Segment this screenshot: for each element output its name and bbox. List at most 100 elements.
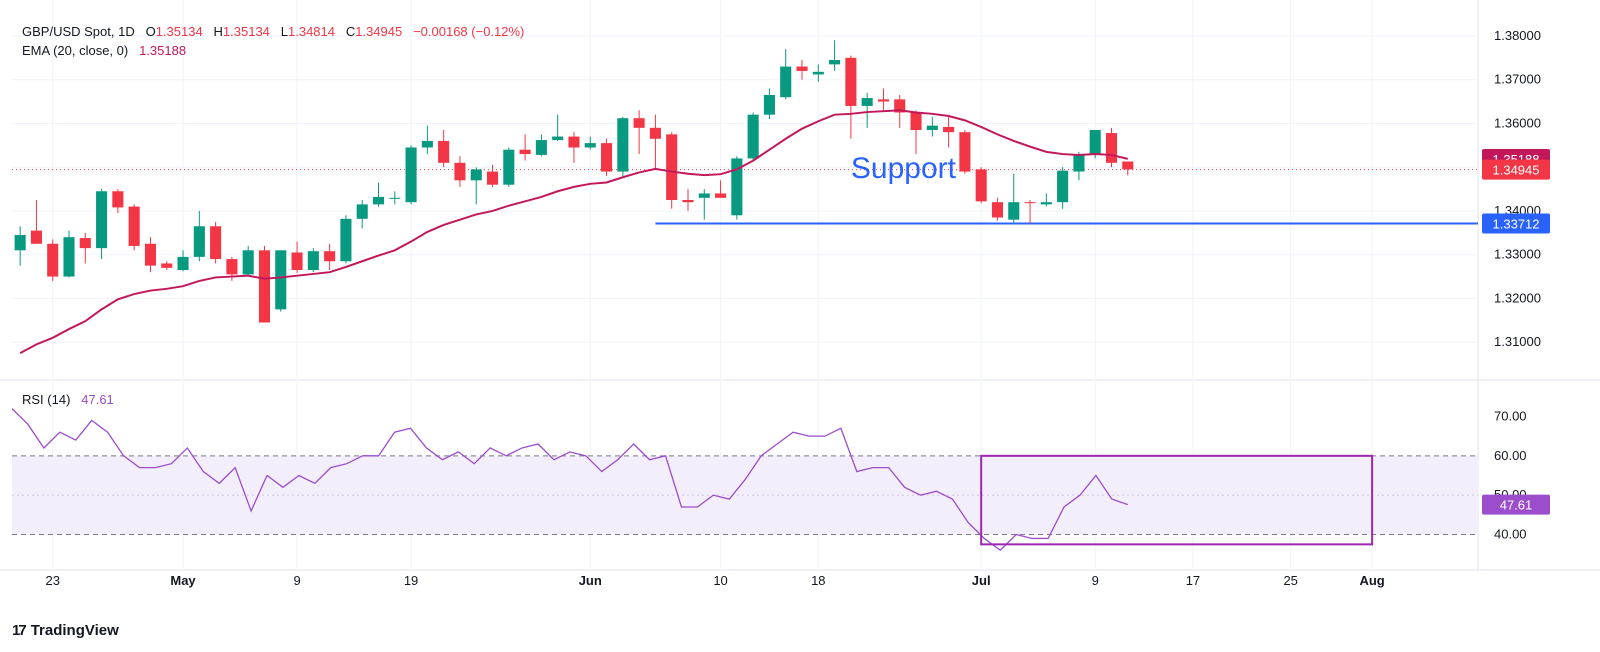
candle	[975, 167, 987, 204]
candle-body	[30, 230, 42, 244]
candle	[1122, 161, 1134, 176]
candle	[47, 239, 59, 281]
candle-body	[861, 98, 873, 106]
candle-body	[291, 252, 303, 270]
time-tick-label: 18	[811, 573, 825, 588]
ema-line	[19, 109, 1129, 355]
price-pane: Support	[12, 40, 1478, 355]
candle-body	[307, 251, 319, 270]
candle-body	[633, 118, 645, 128]
candle-body	[959, 132, 971, 172]
candle-body	[1024, 202, 1036, 204]
candle-body	[193, 226, 205, 257]
ema-legend: EMA (20, close, 0) 1.35188	[22, 43, 186, 58]
candle	[894, 95, 906, 128]
candle-body	[601, 143, 613, 172]
price-tick-label: 1.37000	[1494, 72, 1541, 87]
candle-body	[405, 147, 417, 203]
change-value: −0.00168 (−0.12%)	[413, 24, 525, 39]
candle	[633, 110, 645, 155]
candle-body	[845, 57, 857, 106]
candle-body	[812, 71, 824, 75]
time-tick-label: 10	[713, 573, 727, 588]
time-tick-label: 25	[1283, 573, 1297, 588]
candle-body	[1122, 161, 1134, 170]
low-value: 1.34814	[288, 24, 335, 39]
candle-body	[682, 200, 694, 203]
candle-body	[763, 95, 775, 115]
close-price-badge: 1.34945	[1493, 163, 1540, 178]
candle	[30, 200, 42, 244]
candle-body	[715, 193, 727, 198]
candle	[177, 250, 189, 272]
candle-body	[112, 191, 124, 208]
candle-body	[177, 256, 189, 270]
candle	[649, 114, 661, 170]
low-label: L	[280, 24, 288, 39]
ema-value: 1.35188	[139, 43, 187, 58]
time-tick-label: Aug	[1359, 573, 1384, 588]
close-value: 1.34945	[355, 24, 403, 39]
axes: 1.380001.370001.360001.350001.340001.330…	[45, 28, 1550, 588]
candle	[1073, 151, 1085, 181]
candle-body	[47, 243, 59, 277]
candle	[275, 250, 287, 312]
candle	[405, 145, 417, 205]
candle	[340, 215, 352, 264]
rsi-legend: RSI (14) 47.61	[22, 392, 114, 407]
candle-body	[356, 204, 368, 219]
candle	[112, 189, 124, 214]
open-value: 1.35134	[155, 24, 203, 39]
candle	[454, 156, 466, 187]
candle	[552, 114, 564, 141]
candle-body	[258, 250, 271, 323]
candle	[926, 116, 938, 137]
candle	[372, 182, 385, 207]
candle	[715, 180, 727, 198]
candle-body	[226, 259, 238, 275]
candle-body	[421, 140, 433, 148]
candle	[780, 49, 792, 100]
tradingview-logo[interactable]: 17 TradingView	[12, 622, 119, 639]
time-tick-label: Jul	[972, 573, 991, 588]
candle	[503, 147, 515, 187]
candle-body	[926, 125, 938, 130]
candle-body	[161, 263, 173, 268]
candle	[682, 189, 694, 211]
tradingview-logo-icon: 17	[12, 622, 27, 639]
symbol-title: GBP/USD Spot, 1D	[22, 24, 135, 39]
time-tick-label: May	[170, 573, 196, 588]
time-tick-label: 23	[45, 573, 59, 588]
candle-body	[438, 140, 450, 163]
support-annotation: Support	[851, 152, 957, 185]
candle	[584, 136, 596, 150]
candle-body	[503, 149, 515, 185]
candle	[1024, 200, 1036, 224]
candle	[910, 110, 922, 155]
rsi-highlight-box	[980, 454, 1374, 546]
candle	[829, 40, 841, 71]
rsi-badge-bg	[1482, 494, 1550, 515]
candle-body	[731, 158, 743, 216]
open-label: O	[145, 24, 156, 39]
candle	[96, 189, 108, 260]
candle	[535, 134, 547, 157]
candle-body	[454, 162, 466, 181]
close-price-badge-bg	[1482, 159, 1550, 180]
support-price-badge: 1.33712	[1493, 217, 1540, 232]
candle-body	[780, 66, 792, 98]
rsi-value: 47.61	[81, 392, 114, 407]
candle	[698, 189, 710, 220]
rsi-value-badge: 47.61	[1500, 498, 1533, 513]
candle-body	[63, 237, 75, 277]
candle-body	[698, 193, 710, 198]
support-price-badge-bg	[1482, 213, 1550, 234]
candle	[845, 55, 857, 139]
candle	[731, 156, 743, 220]
candle-body	[796, 66, 808, 71]
candle	[14, 226, 26, 266]
candle	[796, 60, 808, 80]
time-tick-label: Jun	[579, 573, 602, 588]
candle	[79, 232, 91, 264]
